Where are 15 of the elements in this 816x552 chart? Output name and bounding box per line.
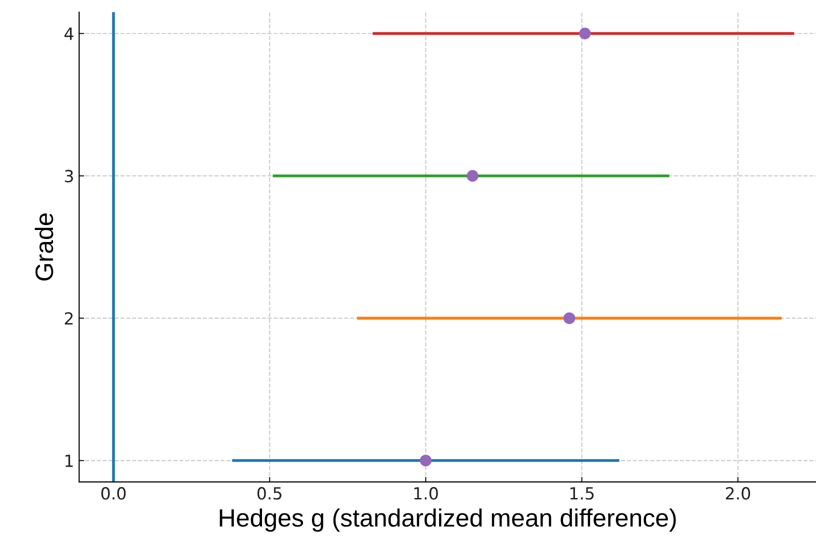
- y-tick-label: 2: [64, 312, 73, 325]
- x-tick-label: 0.5: [257, 487, 282, 500]
- x-tick-label: 2.0: [726, 487, 750, 500]
- y-axis-title: Grade: [34, 213, 54, 280]
- y-tick-label: 4: [64, 28, 74, 40]
- y-tick-label: 1: [66, 454, 73, 467]
- x-tick-label: 1.0: [414, 487, 438, 500]
- x-axis-title: Hedges g (standardized mean difference): [220, 508, 676, 532]
- x-tick-label: 0.0: [101, 487, 126, 500]
- point: [564, 312, 576, 324]
- point: [466, 170, 478, 182]
- point: [579, 28, 591, 40]
- y-tick-label: 3: [64, 170, 73, 182]
- x-tick-label: 1.5: [570, 487, 594, 500]
- point: [420, 454, 432, 466]
